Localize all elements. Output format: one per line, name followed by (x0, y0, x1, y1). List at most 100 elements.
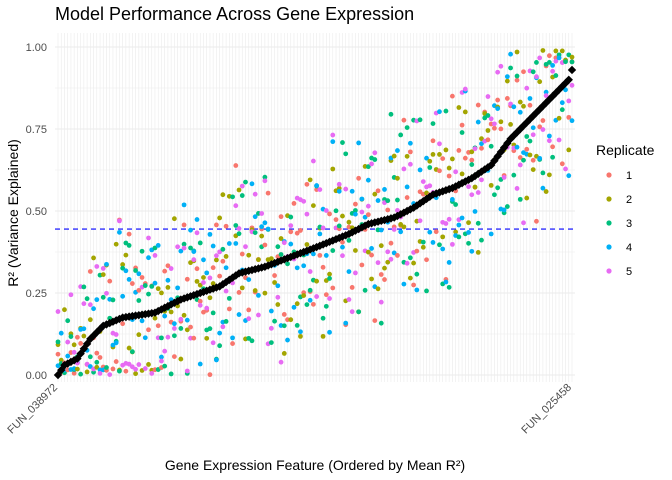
replicate-point (110, 297, 116, 303)
y-axis-ticks: 0.00 0.25 0.50 0.75 1.00 (26, 42, 47, 382)
replicate-point (55, 339, 61, 345)
replicate-point (197, 298, 203, 304)
replicate-point (230, 335, 235, 341)
y-tick-label: 1.00 (26, 42, 47, 54)
replicate-point (340, 239, 345, 245)
replicate-point (517, 196, 523, 202)
replicate-point (534, 60, 539, 65)
replicate-point (469, 248, 475, 254)
replicate-point (239, 183, 245, 189)
replicate-point (84, 296, 90, 302)
grid-lines (55, 33, 575, 382)
replicate-point (443, 221, 449, 226)
replicate-point (475, 119, 481, 125)
replicate-point (298, 329, 303, 335)
replicate-point (569, 54, 575, 60)
replicate-point (407, 275, 413, 281)
replicate-point (546, 138, 552, 144)
replicate-point (94, 350, 100, 356)
replicate-point (62, 307, 67, 313)
mean-marker (561, 78, 570, 88)
replicate-point (492, 121, 497, 127)
replicate-point (330, 285, 336, 291)
replicate-point (437, 168, 442, 174)
legend-label: 3 (626, 218, 632, 230)
y-tick-label: 0.25 (26, 288, 47, 300)
replicate-point (469, 157, 475, 163)
replicate-point (437, 141, 442, 147)
replicate-point (294, 301, 300, 307)
replicate-point (543, 189, 549, 194)
replicate-point (94, 364, 100, 370)
replicate-point (239, 251, 245, 257)
replicate-point (404, 260, 410, 266)
replicate-point (136, 332, 142, 338)
mean-marker (532, 108, 541, 117)
replicate-point (550, 144, 556, 150)
x-tick-label-first: FUN_038972 (5, 382, 60, 437)
replicate-point (162, 313, 168, 319)
replicate-point (210, 265, 216, 271)
replicate-point (546, 53, 552, 59)
replicate-point (275, 283, 281, 289)
replicate-point (281, 323, 287, 329)
replicate-point (68, 292, 74, 298)
replicate-point (207, 372, 213, 378)
replicate-point (356, 309, 362, 315)
replicate-point (563, 59, 568, 65)
replicate-point (304, 211, 310, 217)
replicate-point (356, 175, 362, 181)
mean-marker (89, 331, 98, 340)
replicate-point (110, 366, 116, 372)
replicate-point (446, 260, 452, 265)
replicate-point (272, 280, 277, 285)
replicate-point (188, 324, 193, 330)
replicate-point (346, 269, 352, 275)
mean-marker (512, 128, 522, 137)
legend-key (606, 268, 612, 274)
replicate-point (495, 97, 501, 103)
replicate-point (420, 244, 426, 250)
replicate-point (553, 48, 559, 54)
replicate-point (268, 308, 274, 314)
replicate-point (91, 306, 96, 312)
replicate-point (556, 115, 562, 121)
replicate-point (340, 244, 345, 250)
replicate-point (424, 288, 429, 294)
replicate-point (262, 220, 268, 226)
replicate-point (320, 333, 326, 339)
replicate-point (330, 132, 336, 138)
replicate-point (175, 285, 181, 291)
replicate-point (443, 108, 449, 114)
replicate-point (479, 145, 484, 151)
replicate-point (475, 250, 481, 255)
replicate-point (123, 368, 129, 374)
replicate-point (427, 158, 433, 164)
replicate-point (278, 359, 284, 365)
replicate-point (492, 192, 497, 198)
replicate-point (534, 74, 539, 80)
replicate-point (288, 317, 294, 323)
replicate-point (401, 281, 407, 287)
replicate-point (120, 262, 126, 267)
replicate-point (508, 101, 513, 107)
replicate-point (524, 195, 530, 201)
replicate-point (514, 144, 520, 150)
replicate-point (310, 158, 316, 164)
replicate-point (485, 94, 491, 99)
replicate-point (81, 284, 87, 290)
replicate-point (485, 137, 491, 143)
replicate-point (136, 362, 142, 367)
legend-label: 1 (626, 170, 632, 182)
replicate-point (65, 339, 71, 345)
replicate-point (353, 211, 358, 217)
replicate-point (414, 287, 420, 293)
replicate-point (546, 172, 552, 178)
mean-marker (506, 134, 515, 144)
mean-markers (53, 65, 577, 380)
replicate-point (449, 93, 455, 99)
replicate-point (214, 253, 219, 259)
replicate-point (214, 222, 219, 228)
replicate-point (304, 302, 310, 308)
replicate-point (365, 249, 371, 255)
